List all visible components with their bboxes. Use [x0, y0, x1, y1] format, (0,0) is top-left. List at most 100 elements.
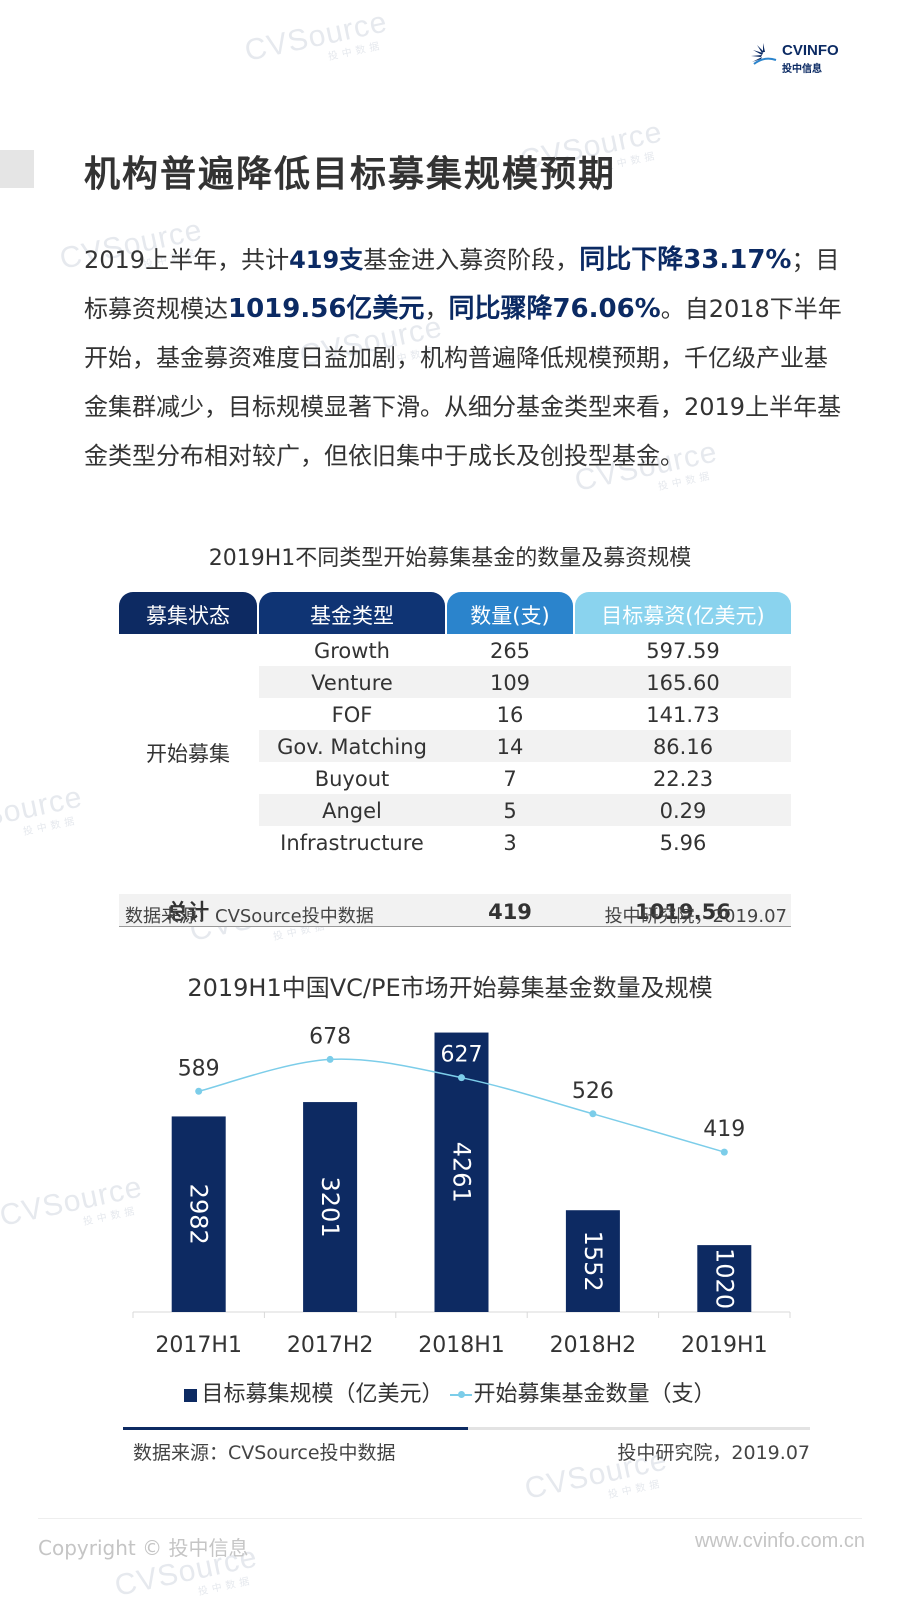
header-type: 基金类型	[259, 592, 445, 634]
para-highlight-decline: 同比下降33.17%	[579, 245, 792, 275]
bar	[434, 1032, 489, 1312]
table-source: 数据来源：CVSource投中数据	[125, 906, 374, 927]
table-header: 募集状态 基金类型 数量(支) 目标募资(亿美元)	[119, 592, 791, 634]
status-cell: 开始募集	[146, 742, 230, 766]
brand-logo: CVINFO 投中信息	[748, 38, 858, 78]
header-status: 募集状态	[119, 592, 257, 634]
line-point	[458, 1074, 465, 1082]
line-value-label: 627	[441, 1043, 483, 1068]
section-divider	[123, 1427, 810, 1430]
cell-amount: 597.59	[646, 639, 720, 663]
cell-type: Venture	[311, 671, 393, 695]
cell-count: 14	[496, 735, 524, 759]
total-label: 总计	[167, 900, 209, 924]
x-tick-label: 2017H2	[287, 1333, 374, 1358]
cell-count: 109	[489, 671, 531, 695]
para-highlight-plunge: 同比骤降76.06%	[448, 294, 661, 324]
table-body: 开始募集 Growth 265 597.59 Venture 109 165.6…	[119, 634, 791, 927]
table-research-credit: 投中研究院，2019.07	[604, 906, 787, 927]
table-title: 2019H1不同类型开始募集基金的数量及募资规模	[208, 546, 692, 571]
para-text: 基金进入募资阶段，	[363, 246, 580, 274]
bar-value-label: 1020	[710, 1248, 738, 1309]
bar-value-label: 4261	[448, 1142, 476, 1203]
table-row: Angel 5 0.29	[119, 794, 791, 826]
title-marker	[0, 150, 34, 188]
cell-type: Angel	[322, 799, 382, 823]
bar-value-label: 3201	[316, 1176, 344, 1237]
para-text: 2019上半年，共计	[84, 246, 290, 274]
cell-type: Gov. Matching	[277, 735, 427, 759]
total-count: 419	[488, 900, 532, 924]
footer-url[interactable]: www.cvinfo.com.cn	[694, 1530, 865, 1552]
chart-source: 数据来源：CVSource投中数据	[133, 1442, 396, 1464]
bar	[697, 1245, 752, 1312]
para-text: ，	[424, 295, 449, 323]
cell-count: 7	[503, 767, 517, 791]
fund-type-table: 募集状态 基金类型 数量(支) 目标募资(亿美元) 开始募集 Growth 26…	[119, 592, 791, 927]
header-count: 数量(支)	[447, 592, 573, 634]
para-text: ；目标募资规模达	[84, 246, 840, 323]
para-text: 。自2018下半年开始，基金募资难度日益加剧，机构普遍降低规模预期，千亿级产业基…	[84, 295, 842, 470]
cell-amount: 0.29	[659, 799, 707, 823]
logo-mark-icon	[751, 43, 777, 65]
cell-type: Buyout	[314, 767, 390, 791]
x-tick-label: 2019H1	[681, 1333, 768, 1358]
cell-count: 3	[503, 831, 517, 855]
brand-name: CVINFO	[782, 42, 839, 59]
cell-type: FOF	[331, 703, 373, 727]
legend-line-swatch	[449, 1391, 472, 1398]
bar	[171, 1116, 226, 1312]
x-tick-label: 2018H1	[418, 1333, 505, 1358]
summary-paragraph: 2019上半年，共计419支基金进入募资阶段，同比下降33.17%；目标募资规模…	[84, 236, 844, 481]
footer-divider	[38, 1518, 862, 1519]
para-highlight-amount: 1019.56亿美元	[228, 294, 425, 324]
cell-count: 5	[503, 799, 517, 823]
header-amount: 目标募资(亿美元)	[575, 592, 791, 634]
bar	[303, 1102, 358, 1312]
line-value-label: 589	[178, 1056, 220, 1081]
cell-amount: 165.60	[646, 671, 720, 695]
footer-copyright: Copyright © 投中信息	[38, 1536, 249, 1560]
table-row: FOF 16 141.73	[119, 698, 791, 730]
bar-value-label: 1552	[579, 1231, 607, 1292]
cell-amount: 5.96	[659, 831, 707, 855]
line-point	[589, 1110, 597, 1118]
line-series	[198, 1058, 725, 1153]
cell-count: 265	[489, 639, 531, 663]
line-value-label: 526	[572, 1079, 614, 1104]
line-value-label: 419	[703, 1117, 745, 1142]
line-point	[720, 1148, 728, 1156]
line-point	[195, 1087, 203, 1095]
chart-legend: 目标募集规模（亿美元） 开始募集基金数量（支）	[0, 1376, 900, 1408]
legend-bar-label: 目标募集规模（亿美元）	[201, 1382, 444, 1407]
total-amount: 1019.56	[635, 900, 731, 924]
table-row: Buyout 7 22.23	[119, 762, 791, 794]
table-row: Infrastructure 3 5.96	[119, 826, 791, 858]
chart-research-credit: 投中研究院，2019.07	[617, 1442, 810, 1464]
line-value-label: 678	[309, 1024, 351, 1049]
cell-amount: 22.23	[652, 767, 714, 791]
brand-subname: 投中信息	[782, 64, 822, 75]
x-tick-label: 2017H1	[155, 1333, 242, 1358]
bar-value-label: 2982	[185, 1184, 213, 1245]
cell-type: Infrastructure	[280, 831, 424, 855]
x-tick-label: 2018H2	[550, 1333, 637, 1358]
para-highlight-count: 419支	[289, 246, 364, 274]
cell-amount: 86.16	[652, 735, 714, 759]
cell-count: 16	[496, 703, 524, 727]
chart-title: 2019H1中国VC/PE市场开始募集基金数量及规模	[187, 974, 713, 1002]
table-row: Growth 265 597.59	[119, 634, 791, 666]
table-row: Venture 109 165.60	[119, 666, 791, 698]
legend-line-label: 开始募集基金数量（支）	[473, 1382, 716, 1407]
line-point	[326, 1055, 334, 1063]
cell-type: Growth	[313, 639, 390, 663]
bar	[565, 1210, 620, 1312]
cell-amount: 141.73	[646, 703, 720, 727]
table-row: Gov. Matching 14 86.16	[119, 730, 791, 762]
legend-bar-swatch	[184, 1388, 198, 1402]
table-total-row: 总计 419 1019.56	[119, 894, 791, 927]
page-title: 机构普遍降低目标募集规模预期	[84, 154, 617, 195]
